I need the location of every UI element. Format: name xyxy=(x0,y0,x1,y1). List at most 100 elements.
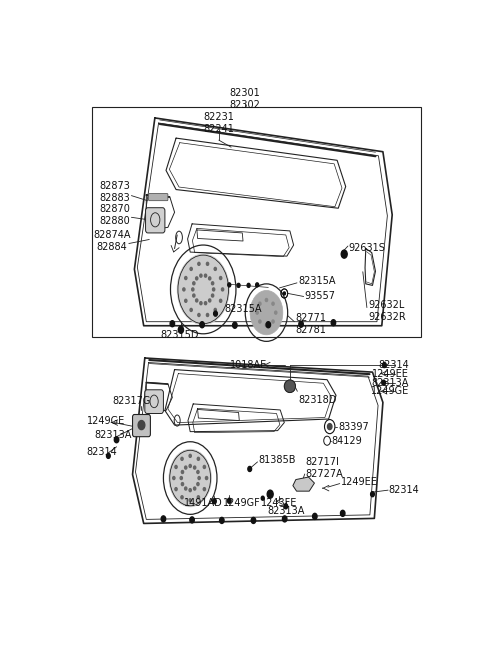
Circle shape xyxy=(200,322,204,328)
Text: 1243FE: 1243FE xyxy=(261,498,298,508)
Circle shape xyxy=(190,267,192,271)
Circle shape xyxy=(185,487,187,490)
FancyArrowPatch shape xyxy=(171,246,179,252)
Circle shape xyxy=(107,453,110,458)
Circle shape xyxy=(204,302,207,305)
Circle shape xyxy=(197,496,200,498)
Circle shape xyxy=(265,299,267,301)
Circle shape xyxy=(193,466,196,469)
Text: 1018AE: 1018AE xyxy=(230,360,267,370)
Circle shape xyxy=(247,284,250,288)
Text: 93557: 93557 xyxy=(305,291,336,301)
Circle shape xyxy=(219,299,222,303)
Circle shape xyxy=(371,492,374,496)
Circle shape xyxy=(175,466,177,468)
Text: 81385B: 81385B xyxy=(258,455,296,465)
Text: 1249GF: 1249GF xyxy=(223,498,261,508)
Circle shape xyxy=(192,282,195,285)
Circle shape xyxy=(214,309,216,311)
Text: 82314: 82314 xyxy=(388,485,419,495)
Circle shape xyxy=(219,517,224,523)
Circle shape xyxy=(198,477,200,479)
Circle shape xyxy=(114,437,119,443)
Circle shape xyxy=(341,250,347,258)
Text: 82313A: 82313A xyxy=(267,506,304,516)
Circle shape xyxy=(312,514,317,519)
Circle shape xyxy=(175,487,177,491)
Circle shape xyxy=(259,320,261,323)
Circle shape xyxy=(200,302,202,305)
Circle shape xyxy=(198,314,200,316)
FancyBboxPatch shape xyxy=(148,194,168,200)
Text: 84129: 84129 xyxy=(332,436,362,445)
Circle shape xyxy=(383,363,386,367)
Bar xyxy=(92,107,421,337)
Text: 83397: 83397 xyxy=(338,422,369,432)
Circle shape xyxy=(382,380,385,385)
Circle shape xyxy=(178,326,183,333)
Circle shape xyxy=(196,299,198,302)
Circle shape xyxy=(266,322,271,328)
Circle shape xyxy=(189,489,192,492)
Circle shape xyxy=(190,517,194,523)
Circle shape xyxy=(250,290,283,335)
Circle shape xyxy=(209,277,211,280)
FancyBboxPatch shape xyxy=(132,415,150,437)
Circle shape xyxy=(206,263,209,265)
Text: 82314: 82314 xyxy=(86,447,117,457)
Circle shape xyxy=(212,282,214,285)
Circle shape xyxy=(228,498,231,503)
Text: 82317G: 82317G xyxy=(112,396,151,406)
Circle shape xyxy=(214,311,217,316)
Ellipse shape xyxy=(284,380,296,392)
Text: 1249GE: 1249GE xyxy=(371,386,409,396)
Circle shape xyxy=(181,496,183,498)
Circle shape xyxy=(213,498,216,504)
Circle shape xyxy=(198,263,200,265)
Text: 1491AD: 1491AD xyxy=(184,498,223,508)
Circle shape xyxy=(197,470,199,474)
Circle shape xyxy=(203,487,205,491)
Circle shape xyxy=(340,510,345,516)
Circle shape xyxy=(196,277,198,280)
Circle shape xyxy=(161,516,166,522)
Circle shape xyxy=(256,311,258,314)
Circle shape xyxy=(219,276,222,280)
Text: 1249GE: 1249GE xyxy=(87,415,125,426)
Text: 82315A: 82315A xyxy=(225,303,262,314)
Text: 1249EE: 1249EE xyxy=(340,477,377,487)
Circle shape xyxy=(283,292,286,295)
Circle shape xyxy=(272,302,274,305)
Circle shape xyxy=(197,483,199,485)
Text: 1249EE: 1249EE xyxy=(372,369,409,379)
Circle shape xyxy=(228,283,231,287)
Circle shape xyxy=(327,424,332,430)
Text: 82313A: 82313A xyxy=(372,378,409,388)
Circle shape xyxy=(183,288,185,291)
Circle shape xyxy=(185,466,187,469)
Circle shape xyxy=(205,477,208,479)
Circle shape xyxy=(259,302,261,305)
Circle shape xyxy=(197,457,200,460)
Circle shape xyxy=(213,288,215,291)
Circle shape xyxy=(180,477,182,479)
Circle shape xyxy=(206,314,209,316)
Circle shape xyxy=(190,309,192,311)
Text: 82313A: 82313A xyxy=(94,430,132,440)
Circle shape xyxy=(170,321,175,327)
Circle shape xyxy=(185,276,187,280)
Circle shape xyxy=(299,321,303,328)
Circle shape xyxy=(189,455,192,457)
Circle shape xyxy=(177,254,229,325)
Circle shape xyxy=(212,294,214,297)
Text: 82231
82241: 82231 82241 xyxy=(204,112,234,134)
Text: 82315A: 82315A xyxy=(298,276,336,286)
Circle shape xyxy=(272,320,274,323)
Text: 82771
82781: 82771 82781 xyxy=(295,313,326,335)
Text: 82301
82302: 82301 82302 xyxy=(229,88,260,110)
FancyBboxPatch shape xyxy=(145,390,163,413)
Circle shape xyxy=(138,421,145,430)
Text: 82870
82880: 82870 82880 xyxy=(100,204,131,226)
Circle shape xyxy=(192,294,195,297)
Circle shape xyxy=(193,487,196,490)
